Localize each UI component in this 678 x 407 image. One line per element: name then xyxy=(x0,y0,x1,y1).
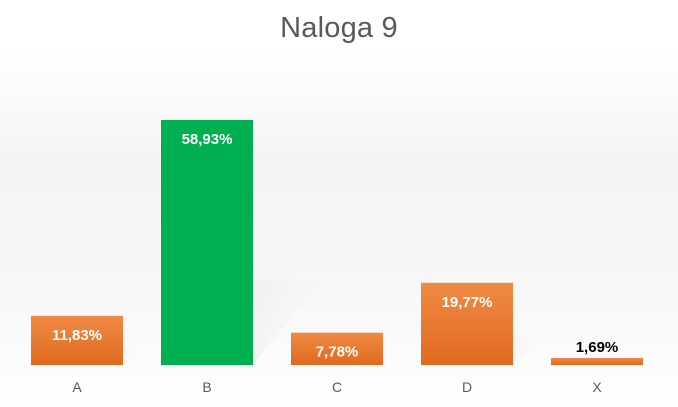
bar-b xyxy=(161,120,253,365)
bar-c xyxy=(291,332,383,365)
data-label-b: 58,93% xyxy=(182,131,233,148)
data-label-a: 11,83% xyxy=(52,327,102,344)
data-label-d: 19,77% xyxy=(442,294,493,311)
x-tick-label-b: B xyxy=(202,379,211,395)
bar-a xyxy=(31,315,123,365)
data-label-c: 7,78% xyxy=(316,344,359,361)
x-tick-label-a: A xyxy=(72,379,82,395)
x-tick-label-c: C xyxy=(332,379,342,395)
bar-x xyxy=(551,357,643,365)
bar-d xyxy=(421,282,513,365)
chart-title: Naloga 9 xyxy=(280,12,398,44)
x-tick-label-d: D xyxy=(462,379,472,395)
data-label-x: 1,69% xyxy=(576,339,619,356)
x-tick-label-x: X xyxy=(592,379,602,395)
